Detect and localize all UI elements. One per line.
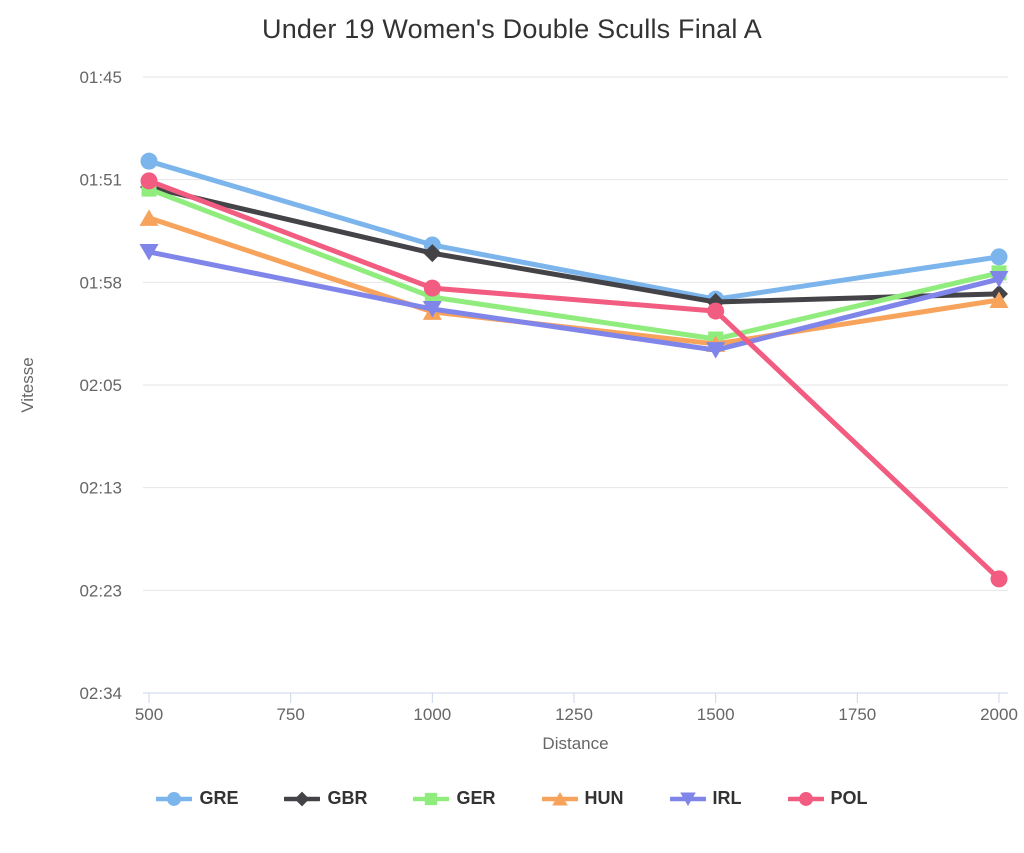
y-axis-tick-label: 01:51 <box>79 171 122 190</box>
marker-POL-1000[interactable] <box>423 279 441 297</box>
marker-GBR-1000[interactable] <box>423 244 442 263</box>
y-axis-tick-label: 01:45 <box>79 68 122 87</box>
series-GER <box>141 181 1007 347</box>
legend-item-HUN[interactable]: HUN <box>541 788 624 809</box>
x-axis-tick-label: 750 <box>276 705 304 724</box>
x-axis-tick-label: 500 <box>135 705 163 724</box>
legend-marker-icon-HUN <box>541 791 578 806</box>
legend-glyph-GBR <box>295 791 310 806</box>
y-axis-tick-label: 02:05 <box>79 376 122 395</box>
legend-marker-icon-GRE <box>156 791 193 806</box>
chart-title: Under 19 Women's Double Sculls Final A <box>262 14 762 44</box>
legend-marker-icon-IRL <box>669 791 706 806</box>
marker-IRL-2000[interactable] <box>989 271 1009 288</box>
marker-GRE-2000[interactable] <box>990 248 1008 266</box>
series-line-GER[interactable] <box>146 186 1002 342</box>
marker-POL-500[interactable] <box>140 172 158 190</box>
marker-HUN-500[interactable] <box>139 209 159 226</box>
y-axis-tick-label: 01:58 <box>79 273 122 292</box>
x-axis-tick-label: 2000 <box>980 705 1018 724</box>
series-POL <box>140 172 1008 588</box>
series-line-POL[interactable] <box>146 178 1002 582</box>
legend-item-IRL[interactable]: IRL <box>669 788 742 809</box>
legend-glyph-POL <box>798 791 813 806</box>
line-chart-plot: 01:45 01:51 01:58 02:05 02:13 02:23 02:34 500 75… <box>18 68 1018 753</box>
legend-marker-icon-GBR <box>284 791 321 806</box>
series-GRE <box>140 152 1008 308</box>
x-axis-tick-label: 1250 <box>555 705 593 724</box>
marker-POL-2000[interactable] <box>990 570 1008 588</box>
marker-IRL-500[interactable] <box>139 243 159 261</box>
y-axis-tick-label: 02:13 <box>79 479 122 498</box>
legend-label-GRE: GRE <box>199 788 239 808</box>
legend-glyph-GRE <box>167 791 182 806</box>
series-line-IRL[interactable] <box>146 249 1002 353</box>
marker-GRE-500[interactable] <box>140 152 158 170</box>
x-axis-tick-label: 1750 <box>838 705 876 724</box>
y-axis-tick-label: 02:34 <box>79 684 122 703</box>
y-axis-tick-label: 02:23 <box>79 581 122 600</box>
series-line-GBR[interactable] <box>146 184 1002 305</box>
legend-glyph-IRL <box>679 791 696 806</box>
legend-item-POL[interactable]: POL <box>787 788 868 809</box>
marker-IRL-1500[interactable] <box>706 342 726 359</box>
legend-label-POL: POL <box>830 788 868 808</box>
legend-label-GBR: GBR <box>327 788 368 808</box>
legend-glyph-HUN <box>551 791 568 806</box>
legend-marker-icon-GER <box>413 792 450 805</box>
series-IRL <box>139 243 1009 359</box>
y-axis-title: Vitesse <box>18 357 37 412</box>
legend-item-GBR[interactable]: GBR <box>284 788 367 809</box>
legend-label-HUN: HUN <box>584 788 624 808</box>
marker-POL-1500[interactable] <box>707 302 725 320</box>
legend: GRE GBR GER HUN IRL POL <box>0 788 1024 809</box>
marker-IRL-1000[interactable] <box>422 301 442 318</box>
x-axis-title: Distance <box>542 734 608 753</box>
legend-label-IRL: IRL <box>712 788 742 808</box>
legend-glyph-GER <box>425 792 438 805</box>
legend-item-GRE[interactable]: GRE <box>156 788 238 809</box>
marker-HUN-2000[interactable] <box>989 291 1009 308</box>
legend-item-GER[interactable]: GER <box>413 788 496 809</box>
series-line-GRE[interactable] <box>146 158 1002 302</box>
legend-marker-icon-POL <box>787 791 824 806</box>
legend-label-GER: GER <box>456 788 496 808</box>
x-axis-tick-label: 1000 <box>413 705 451 724</box>
x-axis-tick-label: 1500 <box>697 705 735 724</box>
